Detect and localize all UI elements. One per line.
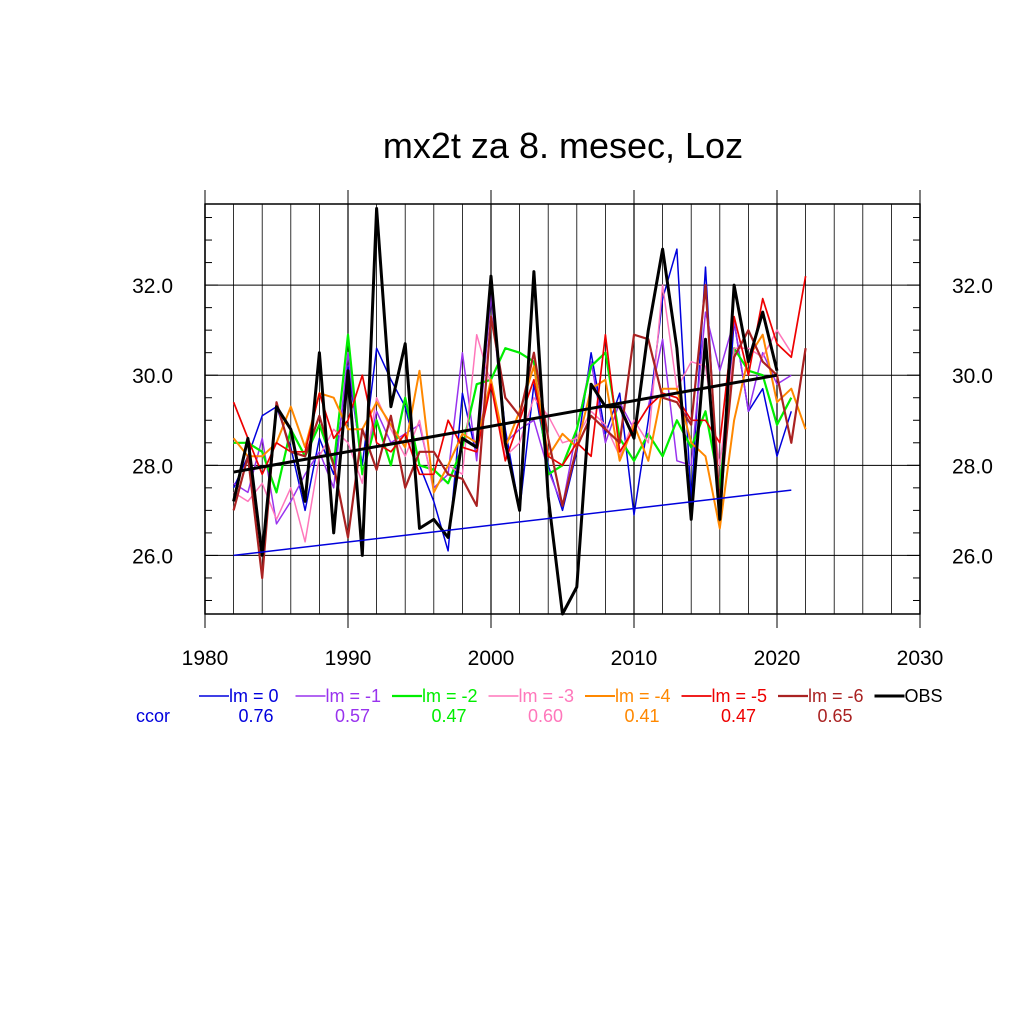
legend-entry: lm = -2: [422, 686, 478, 706]
ccor-value: 0.60: [528, 706, 563, 726]
x-tick-label: 2010: [611, 647, 658, 670]
x-tick-label: 1980: [182, 647, 229, 670]
legend-entry: lm = 0: [229, 686, 279, 706]
legend-entry: lm = -6: [808, 686, 864, 706]
x-tick-label: 2000: [468, 647, 515, 670]
ccor-value: 0.41: [624, 706, 659, 726]
axes: 26.0 26.0 28.0 28.0 30.0 30.0 32.0 32.0 1980 1990…: [132, 190, 993, 670]
y-tick-label-left: 32.0: [132, 275, 173, 298]
y-tick-label-right: 32.0: [952, 275, 993, 298]
series-layer: [232, 207, 807, 616]
y-tick-label-left: 30.0: [132, 365, 173, 388]
x-tick-label: 1990: [325, 647, 372, 670]
x-tick-label: 2030: [897, 647, 944, 670]
ccor-value: 0.47: [431, 706, 466, 726]
series-line-obs: [232, 207, 779, 616]
y-tick-label-left: 28.0: [132, 455, 173, 478]
series-line-lm-6: [232, 284, 807, 580]
chart-title: mx2t za 8. mesec, Loz: [383, 125, 743, 166]
x-tick-label: 2020: [754, 647, 801, 670]
ccor-value: 0.47: [721, 706, 756, 726]
legend-entry: lm = -3: [519, 686, 575, 706]
trend-line-lm-0: [233, 489, 792, 557]
legend-entry: lm = -1: [326, 686, 382, 706]
legend-entry: lm = -5: [712, 686, 768, 706]
y-tick-label-right: 26.0: [952, 545, 993, 568]
legend-entry: lm = -4: [615, 686, 671, 706]
legend-entry: OBS: [905, 686, 943, 706]
ccor-label: ccor: [136, 706, 170, 726]
y-tick-label-left: 26.0: [132, 545, 173, 568]
y-tick-label-right: 30.0: [952, 365, 993, 388]
trend-line-obs: [233, 373, 778, 474]
ccor-value: 0.57: [335, 706, 370, 726]
y-tick-label-right: 28.0: [952, 455, 993, 478]
ccor-value: 0.76: [238, 706, 273, 726]
ccor-value: 0.65: [817, 706, 852, 726]
